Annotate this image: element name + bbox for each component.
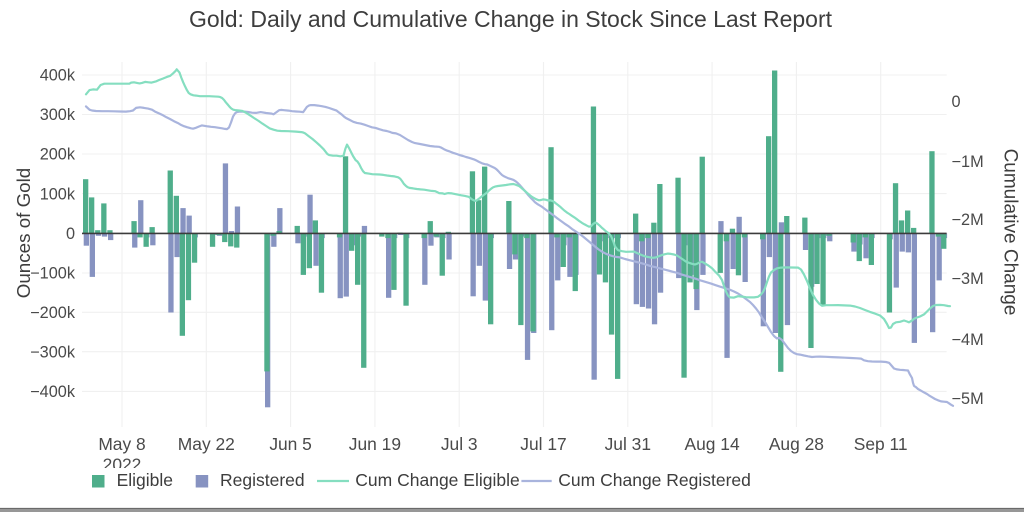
svg-text:−2M: −2M: [952, 211, 984, 229]
svg-text:−400k: −400k: [30, 383, 76, 401]
svg-text:2022: 2022: [103, 455, 142, 475]
svg-text:Cumulative Change: Cumulative Change: [1000, 149, 1021, 316]
svg-text:0: 0: [66, 225, 75, 243]
svg-text:−3M: −3M: [952, 270, 984, 288]
svg-text:−200k: −200k: [30, 304, 76, 322]
svg-text:Eligible: Eligible: [117, 470, 173, 490]
svg-text:May 22: May 22: [178, 434, 235, 454]
svg-text:Aug 28: Aug 28: [769, 434, 824, 454]
svg-text:Jul 3: Jul 3: [441, 434, 478, 454]
svg-text:Aug 14: Aug 14: [685, 434, 740, 454]
svg-text:−5M: −5M: [952, 390, 984, 408]
svg-text:Cum Change Eligible: Cum Change Eligible: [355, 470, 519, 490]
svg-text:200k: 200k: [40, 146, 76, 164]
svg-text:400k: 400k: [40, 67, 76, 85]
svg-text:Jun 19: Jun 19: [349, 434, 401, 454]
svg-text:Jun 5: Jun 5: [269, 434, 312, 454]
svg-text:Jul 31: Jul 31: [605, 434, 651, 454]
svg-text:−1M: −1M: [952, 153, 984, 171]
svg-text:Gold: Daily and Cumulative Cha: Gold: Daily and Cumulative Change in Sto…: [189, 6, 833, 32]
svg-text:Sep 11: Sep 11: [854, 434, 908, 454]
svg-text:0: 0: [952, 93, 961, 111]
svg-text:−300k: −300k: [30, 343, 76, 361]
svg-text:−4M: −4M: [952, 331, 984, 349]
svg-text:Registered: Registered: [220, 470, 305, 490]
svg-text:100k: 100k: [40, 185, 76, 203]
svg-text:May 8: May 8: [98, 434, 145, 454]
svg-text:Jul 17: Jul 17: [520, 434, 566, 454]
svg-text:Ounces of Gold: Ounces of Gold: [13, 168, 34, 299]
svg-text:Cum Change Registered: Cum Change Registered: [558, 470, 751, 490]
svg-text:−100k: −100k: [30, 265, 76, 283]
svg-text:300k: 300k: [40, 106, 76, 124]
